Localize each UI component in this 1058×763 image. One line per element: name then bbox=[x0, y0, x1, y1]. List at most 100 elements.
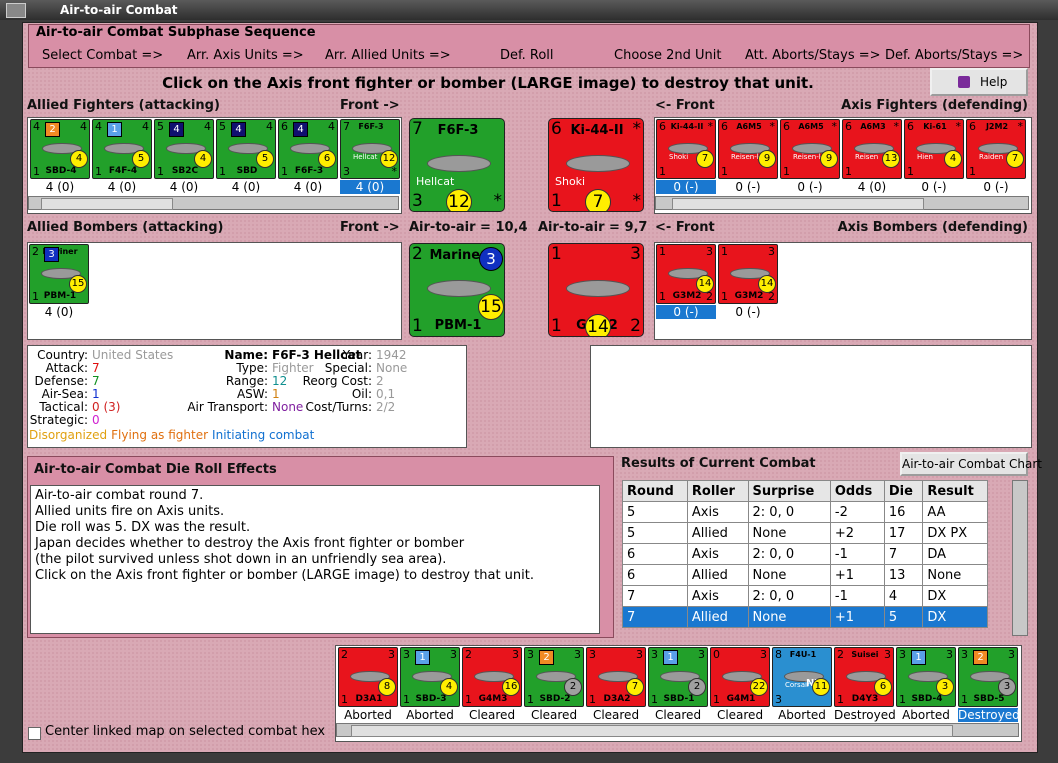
counter-badge: 2 bbox=[45, 122, 60, 137]
counter-tl: 7 bbox=[412, 119, 423, 139]
subphase-box bbox=[28, 24, 1030, 68]
unit-counter[interactable]: 5 4 1 SB2C 4 4 bbox=[154, 119, 214, 179]
subphase-step[interactable]: Def. Aborts/Stays => bbox=[885, 48, 1024, 63]
unit-counter[interactable]: 6 * 1 * Ki-44-II Shoki 7 bbox=[548, 118, 644, 212]
unit-counter[interactable]: 3 3 1 SBD-2 2 2 bbox=[524, 647, 584, 707]
result-cell: Allied bbox=[686, 606, 749, 628]
counter-caption: 4 (0) bbox=[340, 180, 400, 194]
unit-counter[interactable]: 6 * 1 A6M3 Reisen 13 bbox=[842, 119, 902, 179]
info-value: 7 bbox=[92, 361, 100, 375]
result-cell: -1 bbox=[829, 585, 885, 607]
counter-tr: * bbox=[955, 120, 962, 133]
info-label: Defense: bbox=[34, 374, 88, 388]
vertical-scrollbar[interactable] bbox=[1012, 480, 1028, 636]
title-bar bbox=[0, 0, 1058, 20]
unit-counter[interactable]: 3 3 1 SBD-1 1 2 bbox=[648, 647, 708, 707]
system-menu[interactable] bbox=[6, 3, 26, 18]
result-row[interactable]: 7 Axis 2: 0, 0 -1 4 DX bbox=[622, 585, 988, 607]
unit-counter[interactable]: 3 3 1 SBD-5 2 3 bbox=[958, 647, 1018, 707]
counter-name: G4M1 bbox=[726, 694, 756, 704]
subphase-step[interactable]: Arr. Axis Units => bbox=[187, 48, 304, 63]
result-row[interactable]: 5 Axis 2: 0, 0 -2 16 AA bbox=[622, 501, 988, 523]
info-value: 0,1 bbox=[376, 387, 396, 401]
unit-counter[interactable]: 5 4 1 SBD 4 5 bbox=[216, 119, 276, 179]
unit-counter[interactable]: 6 4 1 F6F-3 4 6 bbox=[278, 119, 338, 179]
counter-caption: Aborted bbox=[344, 708, 392, 722]
counter-badge: 4 bbox=[231, 122, 246, 137]
unit-counter[interactable]: 2 3 1 Suisei D4Y3 6 bbox=[834, 647, 894, 707]
plane-image bbox=[535, 670, 577, 683]
counter-tl: 3 bbox=[589, 648, 596, 661]
counter-bl: 1 bbox=[157, 165, 164, 178]
counter-sub: Reisen bbox=[855, 153, 879, 161]
counter-tl: 2 bbox=[32, 245, 39, 258]
counter-tr: * bbox=[1017, 120, 1024, 133]
scroll-thumb[interactable] bbox=[351, 725, 953, 737]
counter-badge: 1 bbox=[911, 650, 926, 665]
counter-badge: 3 bbox=[479, 247, 503, 271]
result-row[interactable]: 6 Axis 2: 0, 0 -1 7 DA bbox=[622, 543, 988, 565]
counter-bl: 1 bbox=[412, 316, 423, 336]
counter-bl: 1 bbox=[721, 165, 728, 178]
unit-counter[interactable]: 6 * 1 A6M5 Reisen-kai 9 bbox=[718, 119, 778, 179]
unit-counter[interactable]: 4 4 1 F4F-4 1 5 bbox=[92, 119, 152, 179]
subphase-step[interactable]: Def. Roll bbox=[500, 48, 554, 63]
unit-counter[interactable]: 7 3 * F6F-3 Hellcat 12 bbox=[409, 118, 505, 212]
result-row[interactable]: 5 Allied None +2 17 DX PX bbox=[622, 522, 988, 544]
result-cell: 16 bbox=[883, 501, 924, 523]
checkbox-label: Center linked map on selected combat hex bbox=[45, 724, 326, 739]
unit-counter[interactable]: 6 * 1 A6M5 Reisen-kai 9 bbox=[780, 119, 840, 179]
die-roll-title: Air-to-air Combat Die Roll Effects bbox=[34, 462, 277, 477]
counter-tl: 2 bbox=[412, 244, 423, 264]
unit-counter[interactable]: 2 3 1 G4M3 16 bbox=[462, 647, 522, 707]
results-table: Round Roller Surprise Odds Die Result 5 Axis 2: … bbox=[622, 480, 988, 628]
subphase-step[interactable]: Select Combat => bbox=[42, 48, 164, 63]
subphase-step[interactable]: Arr. Allied Units => bbox=[325, 48, 451, 63]
scroll-thumb[interactable] bbox=[672, 198, 924, 210]
unit-counter[interactable]: 3 3 1 SBD-3 1 4 bbox=[400, 647, 460, 707]
counter-tl: 6 bbox=[907, 120, 914, 133]
counter-bl: 1 bbox=[219, 165, 226, 178]
result-cell: 13 bbox=[883, 564, 924, 586]
info-value: 1 bbox=[92, 387, 100, 401]
unit-counter[interactable]: 2 1 Mariner PBM-1 3 15 bbox=[29, 244, 89, 304]
counter-tl: 3 bbox=[961, 648, 968, 661]
chart-button[interactable]: Air-to-air Combat Chart bbox=[900, 452, 1042, 476]
unit-counter[interactable]: 0 3 1 G4M1 22 bbox=[710, 647, 770, 707]
help-button[interactable]: Help bbox=[930, 68, 1028, 96]
blank-panel bbox=[590, 345, 1032, 448]
unit-counter[interactable]: 3 3 1 SBD-4 1 3 bbox=[896, 647, 956, 707]
result-row[interactable]: 6 Allied None +1 13 None bbox=[622, 564, 988, 586]
unit-counter[interactable]: 2 1 Mariner PBM-1 3 15 bbox=[409, 243, 505, 337]
plane-image bbox=[103, 142, 145, 155]
unit-counter[interactable]: 3 3 1 D3A2 7 bbox=[586, 647, 646, 707]
subphase-step[interactable]: Choose 2nd Unit bbox=[614, 48, 722, 63]
unit-counter[interactable]: 4 4 1 SBD-4 2 4 bbox=[30, 119, 90, 179]
plane-image bbox=[729, 267, 771, 280]
unit-counter[interactable]: 6 * 1 Ki-61 Hien 4 bbox=[904, 119, 964, 179]
unit-counter[interactable]: 7 3 * F6F-3 Hellcat 12 bbox=[340, 119, 400, 179]
result-row[interactable]: 7 Allied None +1 5 DX bbox=[622, 606, 988, 628]
counter-bl: 1 bbox=[721, 290, 728, 303]
counter-sub: Reisen-kai bbox=[793, 153, 829, 161]
plane-image bbox=[349, 670, 391, 683]
counter-tr: 4 bbox=[204, 120, 211, 133]
counter-tl: 4 bbox=[95, 120, 102, 133]
subphase-step[interactable]: Att. Aborts/Stays => bbox=[745, 48, 881, 63]
scroll-thumb[interactable] bbox=[41, 198, 173, 210]
counter-name: D3A1 bbox=[355, 694, 383, 704]
counter-caption: 4 (0) bbox=[293, 180, 323, 194]
unit-counter[interactable]: 2 3 1 D3A1 8 bbox=[338, 647, 398, 707]
unit-counter[interactable]: 6 * 1 Ki-44-II Shoki 7 bbox=[656, 119, 716, 179]
counter-caption: Cleared bbox=[468, 708, 516, 722]
checkbox[interactable] bbox=[28, 727, 41, 740]
unit-counter[interactable]: 6 * 1 J2M2 Raiden 7 bbox=[966, 119, 1026, 179]
counter-caption: 4 (0) bbox=[857, 180, 887, 194]
counter-caption: 0 (-) bbox=[735, 305, 761, 319]
counter-name: SBD-1 bbox=[663, 694, 695, 704]
